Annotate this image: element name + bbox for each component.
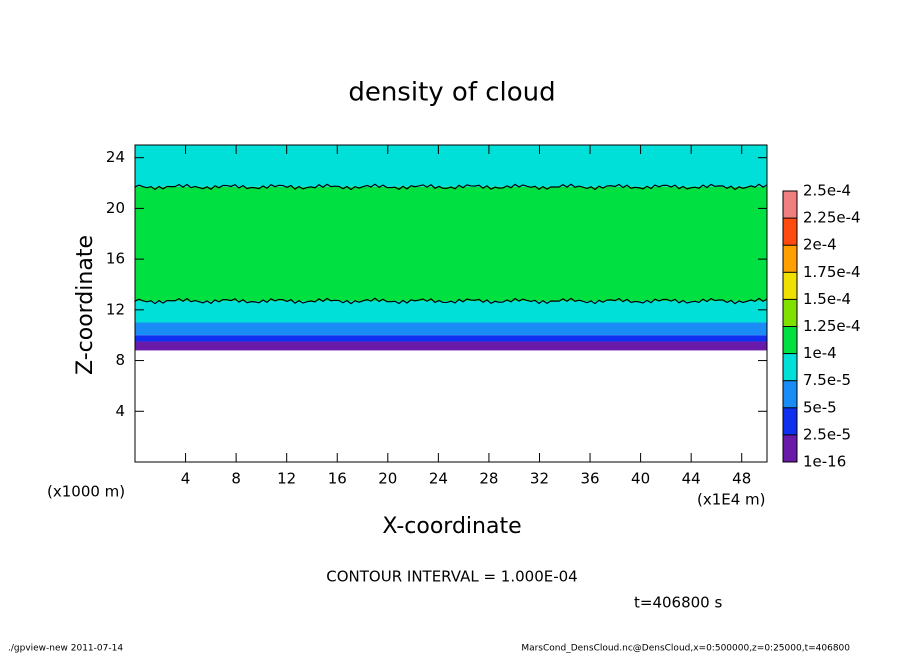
x-tick-label: 44 <box>682 470 701 488</box>
y-tick-label: 16 <box>106 250 125 268</box>
y-tick-label: 4 <box>115 402 125 420</box>
x-tick-label: 40 <box>631 470 650 488</box>
y-tick-label: 24 <box>106 148 125 166</box>
colorbar-segment <box>783 299 797 327</box>
colorbar-segment <box>783 326 797 354</box>
x-tick-label: 4 <box>181 470 191 488</box>
colorbar-label: 2.25e-4 <box>803 209 861 227</box>
contour-line <box>134 183 768 191</box>
colorbar-label: 1e-16 <box>803 453 846 471</box>
x-tick-label: 48 <box>732 470 751 488</box>
colorbar-segment <box>783 353 797 381</box>
x-tick-label: 24 <box>429 470 448 488</box>
x-tick-label: 8 <box>231 470 241 488</box>
colorbar-segment <box>783 272 797 300</box>
heatmap-cell <box>135 335 767 342</box>
heatmap-cell <box>135 322 767 336</box>
footer-left: ./gpview-new 2011-07-14 <box>8 644 123 654</box>
heatmap-cell <box>135 145 767 187</box>
contour-line <box>134 297 768 305</box>
y-tick-label: 12 <box>106 300 125 318</box>
colorbar-segment <box>783 407 797 435</box>
x-tick-label: 36 <box>580 470 599 488</box>
y-tick-label: 8 <box>115 351 125 369</box>
y-axis-label: Z-coordinate <box>73 235 98 375</box>
x-tick-label: 20 <box>378 470 397 488</box>
colorbar-segment <box>783 434 797 462</box>
footer-right: MarsCond_DensCloud.nc@DensCloud,x=0:5000… <box>521 644 850 654</box>
contour-interval: CONTOUR INTERVAL = 1.000E-04 <box>326 568 577 586</box>
colorbar-label: 1.25e-4 <box>803 317 861 335</box>
time-note: t=406800 s <box>634 594 722 612</box>
y-tick-label: 20 <box>106 199 125 217</box>
colorbar-segment <box>783 380 797 408</box>
y-unit-note: (x1000 m) <box>47 483 125 501</box>
x-tick-label: 32 <box>530 470 549 488</box>
colorbar-label: 1e-4 <box>803 344 837 362</box>
plot-frame <box>134 144 768 463</box>
colorbar-label: 2.5e-4 <box>803 182 851 200</box>
colorbar-segment <box>783 191 797 219</box>
heatmap-cell <box>135 300 767 323</box>
colorbar-label: 1.75e-4 <box>803 263 861 281</box>
colorbar-label: 2.5e-5 <box>803 425 851 443</box>
x-axis-label: X-coordinate <box>382 514 521 539</box>
colorbar-segment <box>783 218 797 246</box>
x-tick-label: 12 <box>277 470 296 488</box>
chart-title: density of cloud <box>348 78 555 108</box>
x-tick-label: 28 <box>479 470 498 488</box>
colorbar-label: 1.5e-4 <box>803 290 851 308</box>
x-tick-label: 16 <box>328 470 347 488</box>
colorbar-label: 5e-5 <box>803 398 837 416</box>
colorbar-segment <box>783 245 797 273</box>
colorbar-label: 2e-4 <box>803 236 837 254</box>
colorbar-label: 7.5e-5 <box>803 371 851 389</box>
x-unit-note: (x1E4 m) <box>697 491 766 509</box>
heatmap-cell <box>135 341 767 351</box>
heatmap-cell <box>135 186 767 301</box>
